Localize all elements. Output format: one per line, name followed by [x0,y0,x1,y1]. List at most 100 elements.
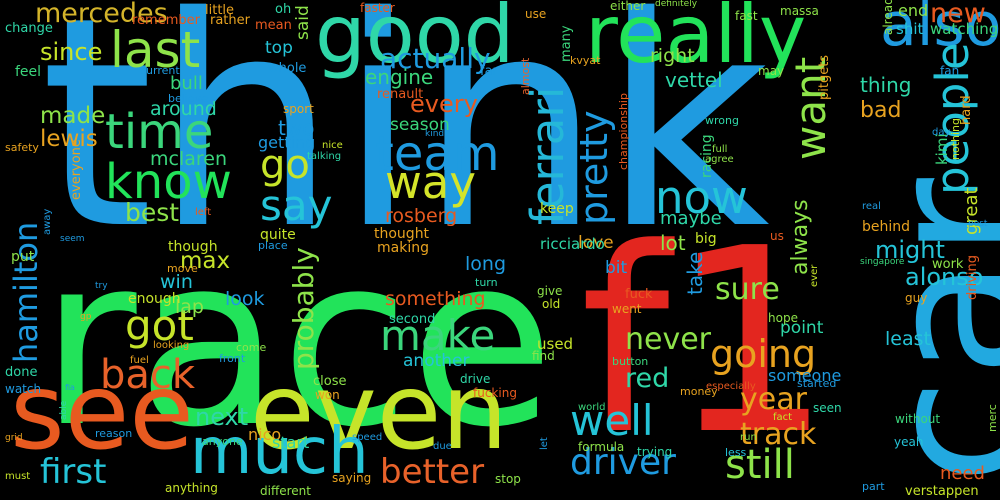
word-old: old [542,297,561,311]
word-able: able [59,400,69,420]
word-sure: sure [715,272,780,307]
word-point: point [780,318,824,338]
word-since: since [40,38,103,66]
word-far: far [480,64,498,79]
word-move: move [167,262,198,275]
word-use: use [525,7,547,21]
word-rather: rather [210,13,250,28]
word-best: best [125,198,180,227]
word-always: always [788,199,813,275]
word-keep: keep [540,201,574,217]
word-another: another [403,351,470,371]
word-formula: formula [578,440,625,454]
word-give: give [537,284,563,298]
word-put: put [11,249,35,265]
word-right: right [650,45,695,67]
word-thought: thought [374,226,430,242]
word-definitely: definitely [655,0,698,9]
word-bad: bad [860,98,902,123]
word-driver: driver [570,442,676,483]
word-engine: engine [365,65,434,89]
word-sport: sport [283,102,314,116]
word-alonso: alonso [905,263,984,291]
word-bull: bull [170,73,203,94]
word-button: button [612,355,649,368]
word-lewis: lewis [40,126,98,152]
word-may: may [758,64,785,78]
word-take: take [683,251,707,295]
word-real: real [862,201,881,212]
word-kimi: kimi [933,133,951,165]
word-fucking: fucking [473,386,517,400]
word-year: year [740,382,807,417]
word-making: making [377,240,429,256]
word-time: time [105,104,214,160]
word-championship: championship [617,93,630,170]
word-quite: quite [260,227,296,243]
word-fast: fast [735,9,758,23]
word-remember: remember [132,13,200,28]
word-pretty: pretty [572,110,616,225]
word-getting: getting [258,133,316,152]
word-even: even [250,351,508,473]
word-every: every [410,90,478,118]
word-love: love [578,233,614,253]
word-believe: believe [168,92,208,105]
word-long: long [465,253,507,275]
word-yeah: yeah [894,435,924,449]
word-hamilton: hamilton [7,221,45,363]
word-lap: lap [175,296,204,318]
word-better: better [380,452,485,492]
word-make: make [380,311,496,360]
word-nico: nico [248,425,282,444]
word-especially: especially [706,381,756,392]
word-part: part [862,480,885,493]
word-oh: oh [275,2,292,17]
word-watching: watching [930,20,999,38]
word-let: let [539,437,550,450]
word-see: see [10,351,194,473]
word-lot: lot [660,231,686,255]
word-work: work [932,257,964,272]
word-safety: safety [5,141,39,154]
word-top: top [265,38,293,58]
word-singapore: singapore [860,257,905,267]
word-massa: massa [780,4,819,18]
word-pitgets: pitgets [817,54,832,100]
word-fuck: fuck [625,287,653,302]
word-due: due [433,441,452,452]
word-world: world [578,402,606,413]
word-mclaren: mclaren [150,148,228,170]
word-least: least [885,328,931,350]
word-nothing: nothing [949,118,962,160]
word-race: race [40,206,555,479]
word-must: must [5,471,31,482]
word-away: away [42,208,53,235]
word-mean: mean [255,18,292,33]
word-current: current [140,64,180,77]
word-vettel: vettel [665,68,723,92]
word-driving: driving [965,254,980,300]
word-try: try [95,281,108,291]
word-speed: speed [352,432,383,443]
word-gp: gp [80,312,92,322]
word-also: also [880,0,1000,60]
word-team: team [375,126,500,182]
word-say: say [260,181,333,230]
word-saying: saying [332,471,372,485]
word-either: either [610,0,646,13]
word-back: back [100,352,196,398]
word-two: two [278,116,315,140]
word-track: track [740,417,817,452]
word-big: big [695,231,717,247]
word-close: close [313,374,347,389]
word-drive: drive [460,372,491,386]
word-day: day [932,127,951,138]
word-fact: fact [773,412,793,423]
word-first: first [40,452,107,492]
word-fuel: fuel [130,355,149,366]
word-never: never [625,322,712,357]
word-place: place [258,239,288,252]
word-front: front [219,352,246,365]
